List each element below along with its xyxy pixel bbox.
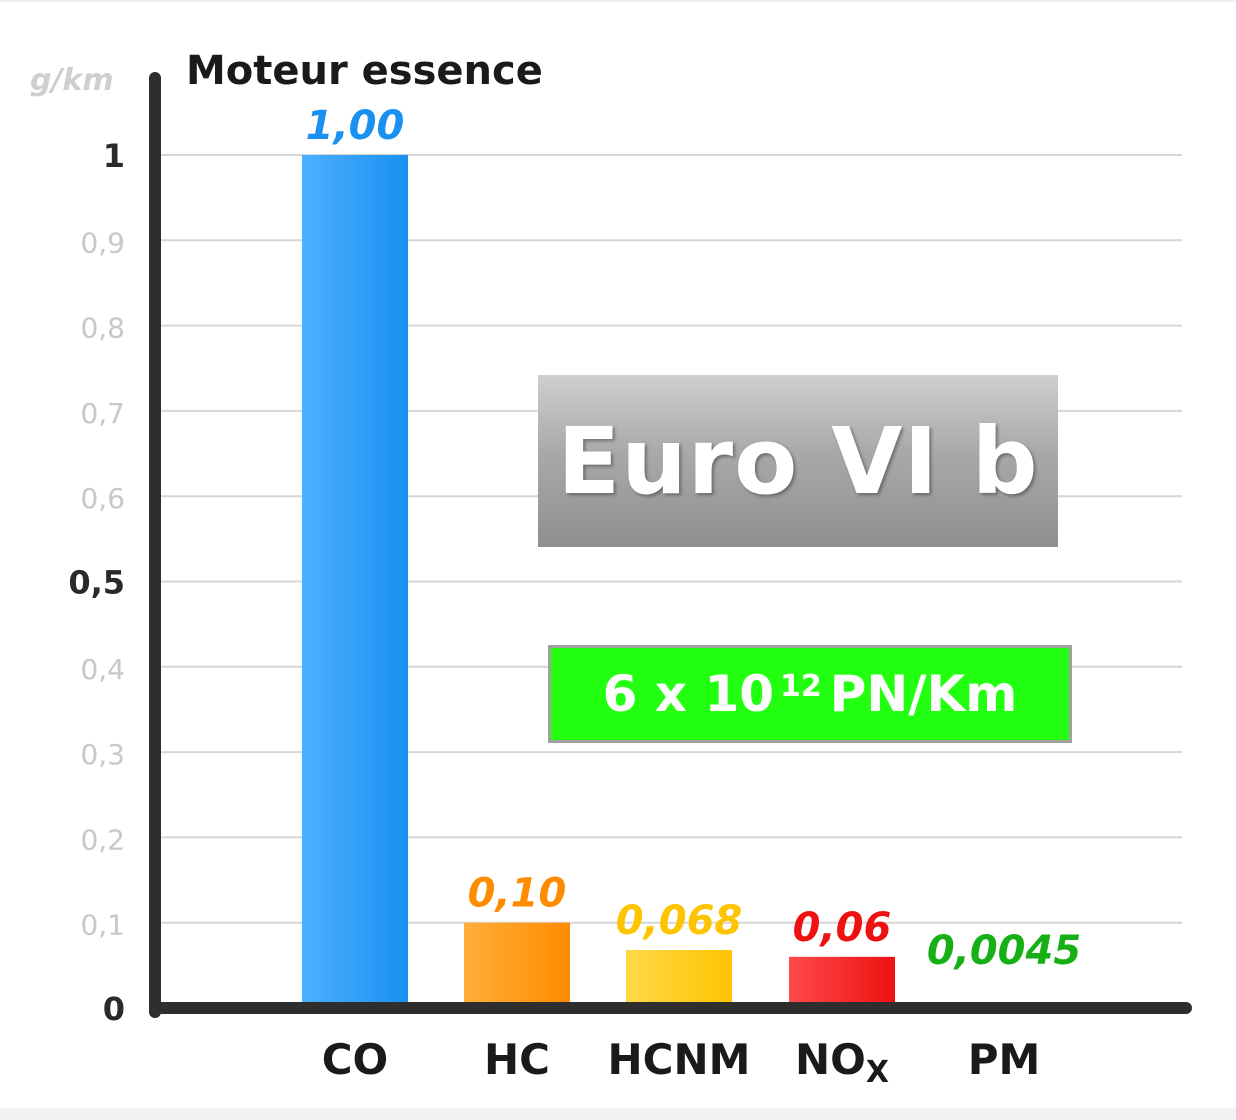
euro-standard-badge: Euro VI b bbox=[538, 375, 1058, 547]
category-label-no: NOX bbox=[795, 1035, 889, 1090]
pn-exponent: 12 bbox=[780, 668, 822, 704]
category-label-hc: HC bbox=[484, 1035, 550, 1084]
y-tick-labels: 0 0,1 0,2 0,3 0,4 0,5 0,6 0,7 0,8 0,9 1 bbox=[68, 137, 125, 1028]
x-category-labels: CO HC HCNM NOX PM bbox=[322, 1035, 1041, 1090]
y-tick-label: 0,7 bbox=[80, 397, 125, 430]
value-label-co: 1,00 bbox=[306, 103, 405, 149]
euro-standard-text: Euro VI b bbox=[557, 407, 1039, 515]
bar-hc bbox=[464, 922, 570, 1008]
value-label-pm: 0,0045 bbox=[927, 928, 1081, 974]
bar-no bbox=[789, 956, 895, 1008]
value-label-hcnm: 0,068 bbox=[616, 898, 743, 944]
y-tick-label: 0,2 bbox=[80, 823, 125, 856]
category-label-co: CO bbox=[322, 1035, 389, 1084]
bar-value-labels: 1,00 0,10 0,068 0,06 0,0045 bbox=[306, 103, 1082, 974]
category-label-hcnm: HCNM bbox=[608, 1035, 751, 1084]
pn-prefix: 6 x 10 bbox=[602, 665, 775, 723]
y-tick-label: 0,5 bbox=[68, 564, 125, 602]
y-tick-label: 0,9 bbox=[80, 226, 125, 259]
y-tick-label: 0,3 bbox=[80, 738, 125, 771]
y-tick-label: 0 bbox=[103, 990, 125, 1028]
frame-bottom bbox=[0, 1108, 1236, 1120]
frame-top bbox=[0, 0, 1236, 2]
y-tick-label: 0,8 bbox=[80, 312, 125, 345]
y-tick-label: 1 bbox=[103, 137, 125, 175]
value-label-no: 0,06 bbox=[793, 905, 892, 951]
pn-suffix: PN/Km bbox=[829, 665, 1018, 723]
bar-co bbox=[302, 155, 408, 1008]
y-axis-unit: g/km bbox=[30, 63, 114, 98]
category-label-pm: PM bbox=[968, 1035, 1041, 1084]
value-label-hc: 0,10 bbox=[468, 871, 567, 917]
bar-hcnm bbox=[626, 949, 732, 1008]
chart-title: Moteur essence bbox=[186, 48, 543, 94]
axes bbox=[149, 72, 1192, 1018]
y-tick-label: 0,4 bbox=[80, 653, 125, 686]
y-tick-label: 0,6 bbox=[80, 482, 125, 515]
y-tick-label: 0,1 bbox=[80, 909, 125, 942]
bars bbox=[302, 155, 1057, 1008]
particle-number-badge: 6 x 10 12 PN/Km bbox=[548, 645, 1072, 743]
